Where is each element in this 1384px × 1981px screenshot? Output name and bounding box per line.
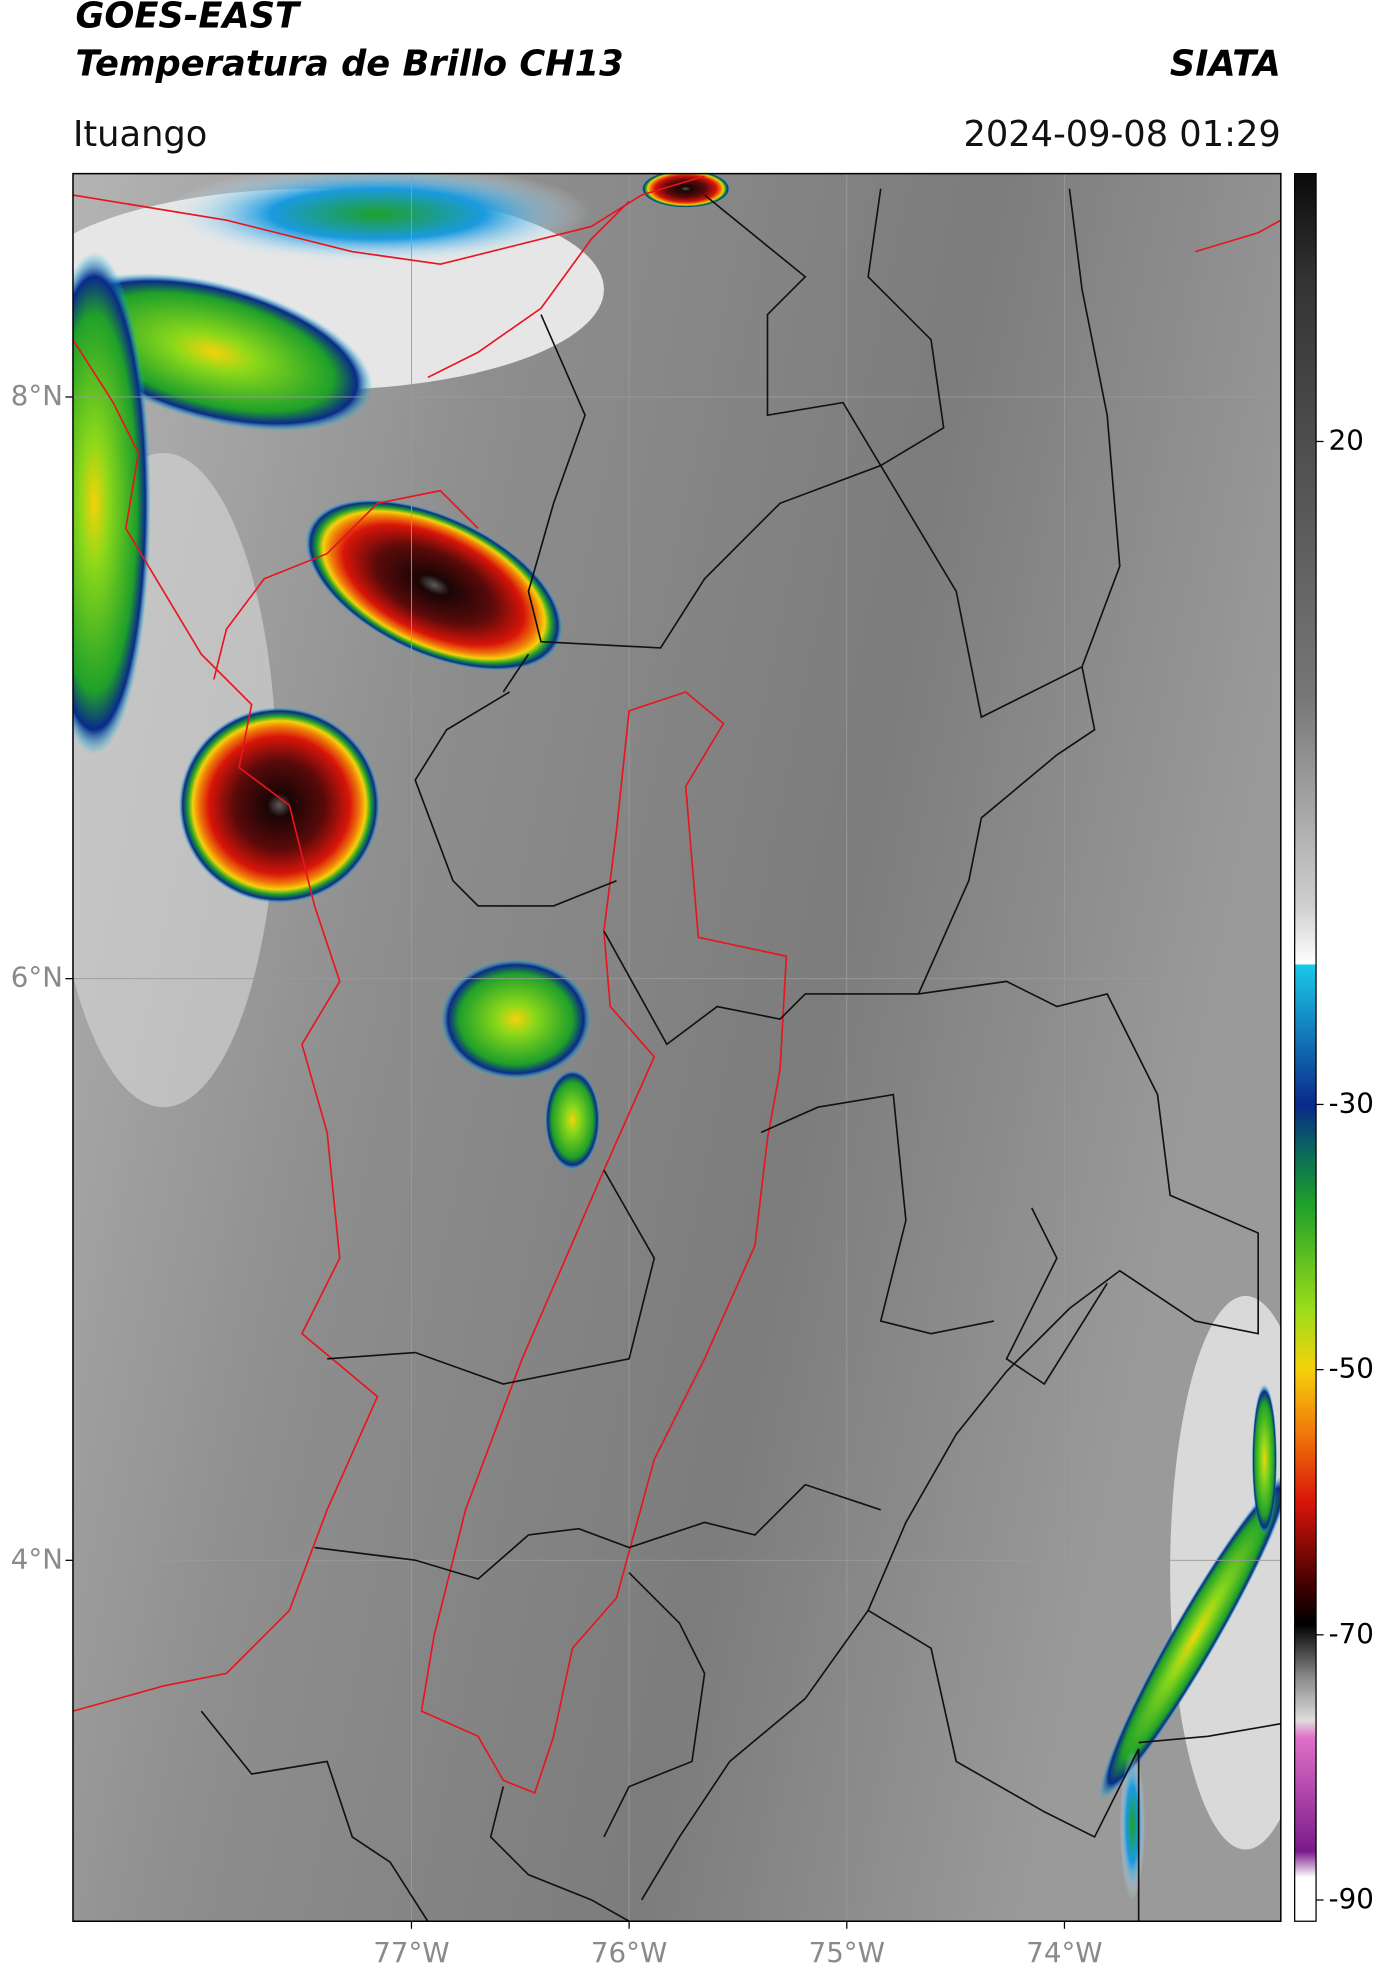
y-tick-label: 8°N <box>11 379 63 412</box>
storm <box>305 499 563 671</box>
x-tick-label: 77°W <box>373 1936 449 1969</box>
cold-cloud <box>1119 1748 1145 1900</box>
cold-cloud <box>163 173 592 265</box>
y-tick-label: 4°N <box>11 1542 63 1575</box>
colorbar-ticks: 20 -30 -50 -70 -90 <box>1316 423 1374 1915</box>
location: Ituango <box>73 114 207 155</box>
storm <box>641 173 730 208</box>
colorbar-tick-label: -70 <box>1329 1617 1374 1650</box>
colorbar-tick-label: -30 <box>1329 1086 1374 1119</box>
x-tick-label: 75°W <box>809 1936 885 1969</box>
source: SIATA <box>1170 43 1281 84</box>
coastline <box>213 200 1281 680</box>
background <box>72 173 1281 1922</box>
grid <box>72 173 1281 1922</box>
cold-cloud <box>1251 1383 1278 1535</box>
axis-ticks: 77°W 76°W 75°W 74°W 8°N 6°N 4°N <box>11 379 1103 1969</box>
storm <box>178 707 380 904</box>
cold-cloud <box>544 1069 601 1171</box>
title: GOES-EAST <box>75 0 302 37</box>
satellite-image <box>72 173 1281 1922</box>
colorbar-tick-label: -90 <box>1329 1882 1374 1915</box>
ituango-outline <box>420 691 788 1794</box>
admin-border <box>200 188 1281 1922</box>
x-tick-label: 76°W <box>591 1936 667 1969</box>
coastline <box>72 175 705 1712</box>
colorbar <box>1294 172 1317 1922</box>
map-frame <box>72 172 1282 1922</box>
x-tick-label: 74°W <box>1026 1936 1102 1969</box>
cold-cloud <box>72 251 151 755</box>
cold-cloud <box>1098 1471 1281 1800</box>
colorbar-tick-label: 20 <box>1329 423 1364 456</box>
y-tick-label: 6°N <box>11 961 63 994</box>
colorbar-tick-label: -50 <box>1329 1352 1374 1385</box>
cold-cloud <box>440 958 592 1080</box>
timestamp: 2024-09-08 01:29 <box>963 114 1280 155</box>
subtitle: Temperatura de Brillo CH13 <box>75 43 623 84</box>
